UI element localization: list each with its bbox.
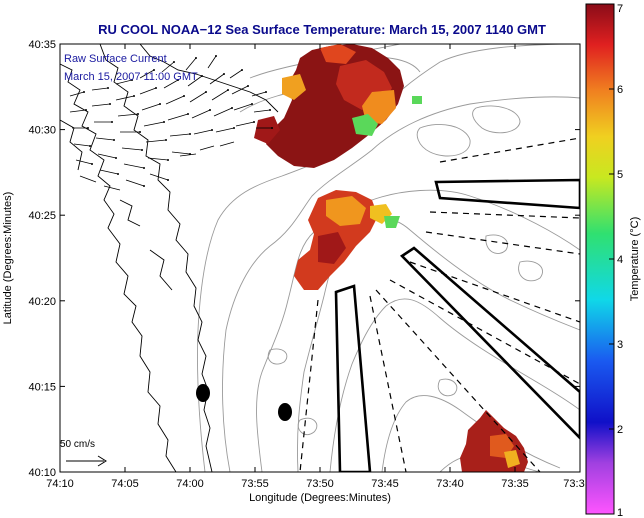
vector-scale-arrowhead [97, 455, 107, 467]
colorbar-tick-label: 4 [617, 254, 623, 266]
y-tick-label: 40:15 [28, 381, 56, 393]
y-axis-label: Latitude (Degrees:Minutes) [2, 192, 14, 325]
x-tick-label: 73:55 [241, 478, 269, 490]
y-tick-label: 40:10 [28, 467, 56, 479]
annotation-line-2: March 15, 2007 11:00 GMT [64, 71, 198, 83]
colorbar-tick-label: 1 [617, 507, 623, 518]
figure-title: RU COOL NOAA−12 Sea Surface Temperature:… [98, 22, 546, 37]
annotation-line-1: Raw Surface Current [64, 53, 167, 65]
station-marker [196, 384, 210, 402]
surface-current-vectors [69, 55, 272, 191]
sector-dashed-lines [299, 137, 580, 472]
y-axis-ticks: 40:35 40:30 40:25 40:20 40:15 40:10 [28, 39, 580, 479]
x-axis-label: Longitude (Degrees:Minutes) [249, 492, 391, 504]
x-tick-label: 73:45 [371, 478, 399, 490]
x-tick-label: 73:3 [563, 478, 584, 490]
x-tick-label: 74:10 [46, 478, 74, 490]
colorbar-tick-label: 6 [617, 84, 623, 96]
y-tick-label: 40:20 [28, 296, 56, 308]
x-tick-label: 74:00 [176, 478, 204, 490]
sector-outlines [334, 178, 580, 472]
y-tick-label: 40:35 [28, 39, 56, 51]
colorbar-tick-label: 2 [617, 424, 623, 436]
x-axis-ticks: 74:10 74:05 74:00 73:55 73:50 73:45 73:40 73:35… [46, 44, 585, 490]
x-tick-label: 73:50 [306, 478, 334, 490]
y-tick-label: 40:25 [28, 210, 56, 222]
colorbar-tick-label: 5 [617, 169, 623, 181]
x-tick-label: 74:05 [111, 478, 139, 490]
y-tick-label: 40:30 [28, 125, 56, 137]
x-tick-label: 73:40 [436, 478, 464, 490]
colorbar-tick-label: 3 [617, 339, 623, 351]
colorbar-tick-label: 7 [617, 3, 623, 15]
colorbar-label: Temperature (°C) [629, 217, 641, 301]
colorbar-ticks: 7 6 5 4 3 2 1 [609, 3, 623, 518]
sst-patch-north [254, 44, 422, 168]
station-marker [278, 403, 292, 421]
vector-arrowheads [83, 55, 273, 187]
vector-scale-label: 50 cm/s [60, 439, 95, 450]
x-tick-label: 73:35 [501, 478, 529, 490]
sst-patch-south [460, 410, 528, 472]
sst-patch-middle [294, 190, 400, 290]
